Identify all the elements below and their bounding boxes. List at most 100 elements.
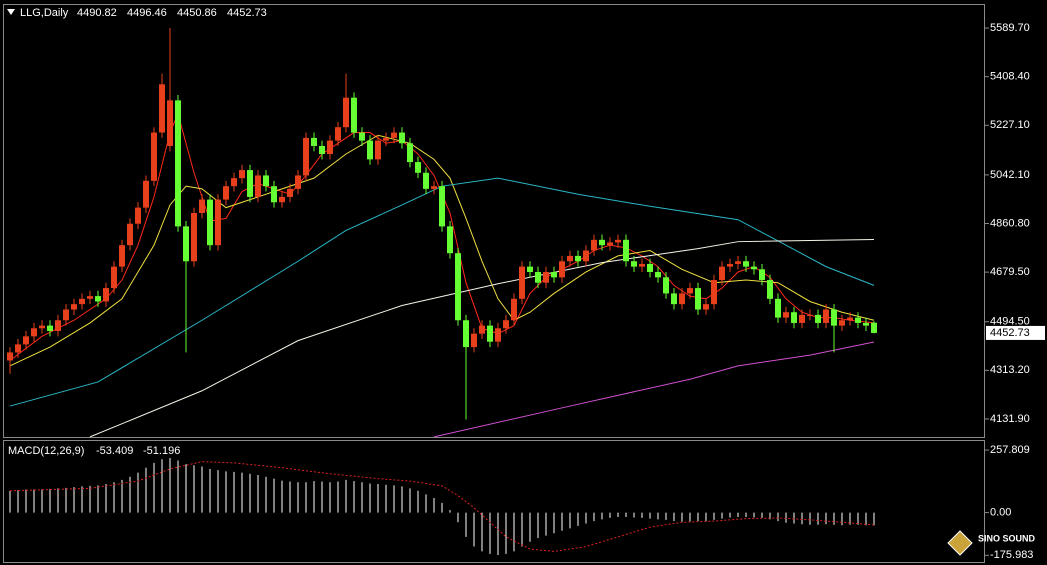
candle-body	[519, 266, 525, 299]
candle-body	[359, 132, 365, 141]
candle-body	[791, 312, 797, 323]
candle-body	[407, 143, 413, 163]
ohlc-high: 4496.46	[127, 7, 167, 19]
candle-body	[319, 145, 325, 155]
candle-body	[831, 309, 837, 326]
candle-body	[695, 288, 701, 310]
candle-body	[207, 199, 213, 246]
candle-body	[567, 255, 573, 262]
candle-body	[751, 266, 757, 270]
y-tick-label: 5042.10	[990, 169, 1030, 181]
candle-body	[231, 178, 237, 187]
candle-body	[487, 325, 493, 342]
candle-body	[151, 132, 157, 181]
candle-body	[143, 180, 149, 208]
candle-body	[735, 261, 741, 264]
menu-arrow[interactable]	[7, 9, 15, 15]
candle-body	[663, 277, 669, 294]
candle-body	[871, 322, 877, 333]
candle-body	[783, 312, 789, 318]
candle-body	[71, 304, 77, 310]
moving-average	[89, 239, 875, 438]
candle-body	[543, 271, 549, 283]
candle-body	[703, 304, 709, 310]
candle-body	[47, 325, 53, 331]
candle-body	[631, 261, 637, 267]
candle-body	[799, 314, 805, 323]
candle-body	[839, 320, 845, 326]
candle-body	[183, 226, 189, 262]
candle-body	[599, 239, 605, 246]
candle-body	[135, 207, 141, 224]
candle-body	[503, 320, 509, 329]
candle-body	[431, 186, 437, 189]
candle-body	[127, 223, 133, 246]
candle-body	[551, 271, 557, 278]
candle-body	[591, 239, 597, 251]
candle-body	[55, 320, 61, 331]
candle-body	[823, 309, 829, 323]
candle-body	[15, 344, 21, 353]
candle-body	[687, 288, 693, 294]
candle-body	[759, 269, 765, 281]
candle-body	[495, 328, 501, 342]
y-tick-label: 4494.50	[990, 316, 1030, 328]
candle-body	[79, 298, 85, 305]
candle-body	[111, 266, 117, 289]
candle-body	[679, 293, 685, 305]
candle-body	[583, 250, 589, 262]
moving-average	[9, 112, 875, 361]
candle-body	[863, 322, 869, 326]
candle-body	[727, 263, 733, 267]
candle-body	[7, 352, 13, 361]
candle-body	[639, 263, 645, 267]
candle-body	[199, 199, 205, 213]
candle-body	[807, 314, 813, 316]
candle-body	[343, 97, 349, 128]
y-tick-label: 4679.50	[990, 266, 1030, 278]
y-tick-label: 5408.40	[990, 71, 1030, 83]
candle-body	[119, 245, 125, 267]
candle-body	[391, 132, 397, 138]
candle-body	[167, 100, 173, 146]
candle-body	[527, 266, 533, 272]
y-tick-label: 5589.70	[990, 22, 1030, 34]
candle-body	[447, 226, 453, 254]
candle-body	[335, 127, 341, 141]
candle-body	[103, 288, 109, 302]
candle-body	[471, 333, 477, 348]
candle-body	[711, 280, 717, 305]
candle-body	[279, 196, 285, 203]
candle-body	[23, 336, 29, 345]
candle-body	[415, 162, 421, 173]
candle-body	[655, 271, 661, 278]
logo-icon	[947, 530, 973, 556]
ohlc-low: 4450.86	[177, 7, 217, 19]
candle-body	[559, 261, 565, 278]
candle-body	[623, 239, 629, 262]
candle-body	[271, 186, 277, 203]
price-label: 4452.73	[990, 327, 1030, 339]
signal-value: -51.196	[143, 445, 180, 457]
price-label-box	[986, 325, 1045, 340]
candle-body	[327, 140, 333, 155]
candle-body	[671, 293, 677, 305]
y-tick-label: 5227.10	[990, 119, 1030, 131]
ohlc-open: 4490.82	[77, 7, 117, 19]
candle-body	[63, 309, 69, 321]
candle-body	[647, 263, 653, 272]
y-tick-label: 4313.20	[990, 364, 1030, 376]
candle-body	[423, 172, 429, 189]
candle-body	[743, 261, 749, 267]
candle-body	[263, 175, 269, 187]
macd-value: -53.409	[96, 445, 133, 457]
candle-body	[247, 170, 253, 197]
candle-body	[535, 271, 541, 283]
ohlc-close: 4452.73	[227, 7, 267, 19]
candle-body	[295, 175, 301, 189]
candle-body	[575, 255, 581, 262]
candle-body	[855, 317, 861, 323]
candle-body	[191, 212, 197, 262]
candle-body	[311, 137, 317, 146]
